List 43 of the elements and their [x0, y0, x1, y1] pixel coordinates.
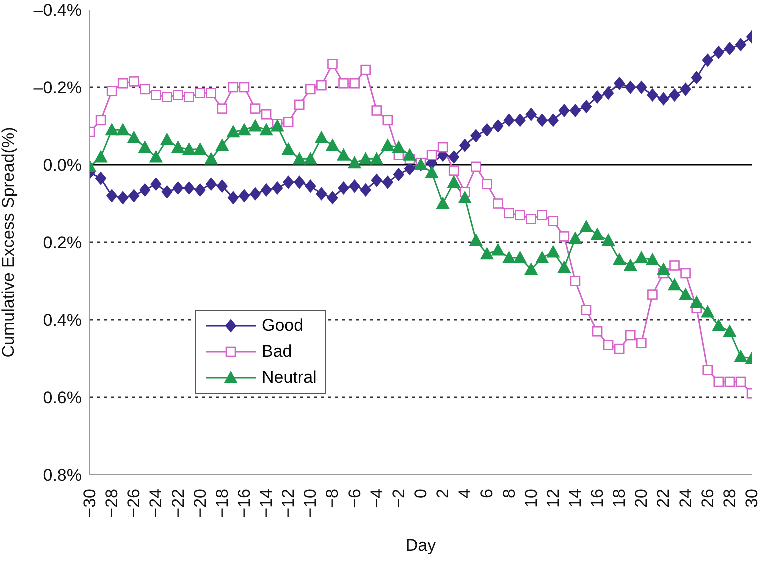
y-axis-title: Cumulative Excess Spread(%): [0, 127, 18, 358]
x-tick-label: 26: [698, 489, 718, 508]
x-tick-label: 18: [610, 489, 630, 508]
x-tick-label: −2: [389, 489, 408, 508]
y-tick-label: 0.2%: [43, 234, 82, 253]
x-tick-label: 4: [456, 489, 475, 498]
legend-label: Good: [262, 316, 304, 336]
x-tick-label: 14: [566, 489, 585, 508]
legend-label: Bad: [262, 342, 292, 362]
x-tick-label: 24: [676, 489, 696, 508]
x-tick-label: −16: [234, 489, 254, 518]
x-tick-label: 20: [632, 489, 652, 508]
y-tick-label: –0.2%: [34, 78, 82, 98]
x-axis-title: Day: [406, 536, 437, 555]
x-tick-label: 2: [434, 489, 453, 498]
x-tick-label: −10: [301, 489, 320, 518]
x-tick-label: 6: [478, 489, 497, 498]
legend-label: Neutral: [262, 368, 317, 388]
x-tick-label: −30: [80, 489, 100, 518]
x-tick-label: −28: [102, 489, 122, 518]
x-tick-label: −6: [345, 489, 364, 508]
y-tick-label: 0.6%: [43, 388, 82, 408]
x-tick-label: −22: [168, 489, 188, 518]
x-tick-label: 30: [742, 489, 762, 508]
y-tick-label: 0.4%: [43, 311, 82, 330]
x-tick-label: −18: [212, 489, 232, 518]
x-tick-label: 12: [544, 489, 563, 508]
x-tick-label: −4: [367, 489, 386, 508]
x-tick-label: −8: [323, 489, 342, 508]
x-tick-label: −12: [279, 489, 298, 518]
x-tick-label: −24: [146, 489, 166, 518]
x-tick-label: −20: [190, 489, 210, 518]
y-tick-label: –0.4%: [34, 1, 82, 20]
x-tick-label: 8: [500, 489, 519, 498]
x-tick-label: −26: [124, 489, 144, 518]
x-tick-label: 22: [654, 489, 674, 508]
y-tick-label: 0.0%: [43, 156, 82, 176]
x-tick-label: 16: [588, 489, 608, 508]
x-tick-label: 0: [412, 489, 430, 498]
x-tick-label: 10: [522, 489, 541, 508]
x-tick-label: 28: [720, 489, 740, 508]
y-tick-label: 0.8%: [43, 466, 82, 486]
x-tick-label: −14: [257, 489, 276, 518]
